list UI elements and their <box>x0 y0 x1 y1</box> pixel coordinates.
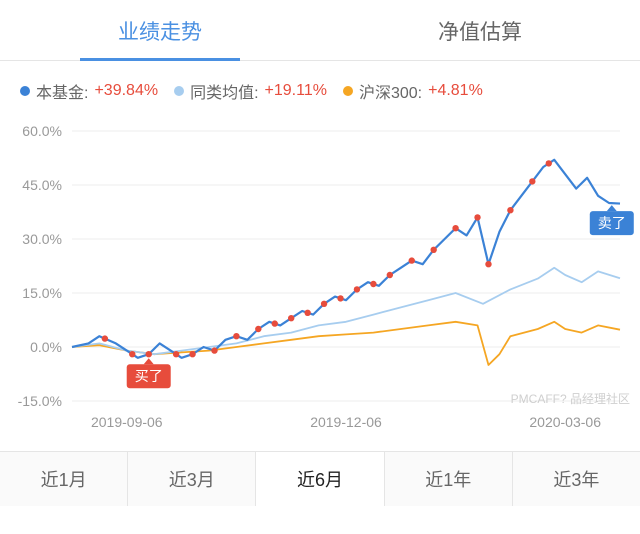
trade-dot-icon <box>173 351 179 357</box>
svg-text:2019-09-06: 2019-09-06 <box>91 414 163 430</box>
svg-text:-15.0%: -15.0% <box>18 393 62 409</box>
performance-chart: -15.0% 0.0% 15.0% 30.0% 45.0% 60.0% 2019-09-06… <box>0 111 640 451</box>
range-tab-1[interactable]: 近3月 <box>128 452 256 506</box>
legend-value: +4.81% <box>428 82 483 100</box>
trade-dot-icon <box>304 310 310 316</box>
legend-item-fund: 本基金: +39.84% <box>20 79 158 103</box>
trade-dot-icon <box>321 301 327 307</box>
legend-dot-icon <box>343 86 353 96</box>
range-tab-0[interactable]: 近1月 <box>0 452 128 506</box>
svg-text:15.0%: 15.0% <box>22 285 62 301</box>
trade-dot-icon <box>255 326 261 332</box>
trade-dot-icon <box>189 351 195 357</box>
trade-dot-icon <box>288 315 294 321</box>
trade-dot-icon <box>409 257 415 263</box>
svg-text:30.0%: 30.0% <box>22 231 62 247</box>
svg-text:45.0%: 45.0% <box>22 177 62 193</box>
legend-item-hs300: 沪深300: +4.81% <box>343 79 483 103</box>
tab-top-1[interactable]: 净值估算 <box>320 0 640 60</box>
trade-dot-icon <box>485 261 491 267</box>
svg-text:2019-12-06: 2019-12-06 <box>310 414 382 430</box>
trade-dot-icon <box>211 347 217 353</box>
tabs-bottom: 近1月近3月近6月近1年近3年 <box>0 451 640 506</box>
svg-text:买了: 买了 <box>135 368 163 384</box>
range-tab-4[interactable]: 近3年 <box>513 452 640 506</box>
legend-label: 同类均值: <box>190 79 258 103</box>
trade-dot-icon <box>129 351 135 357</box>
buy-marker: 买了 <box>127 358 171 388</box>
line-peer <box>72 268 620 354</box>
svg-text:0.0%: 0.0% <box>30 339 62 355</box>
range-tab-2[interactable]: 近6月 <box>256 452 384 506</box>
legend-item-peer: 同类均值: +19.11% <box>174 79 327 103</box>
trade-dot-icon <box>354 286 360 292</box>
legend-dot-icon <box>174 86 184 96</box>
svg-text:卖了: 卖了 <box>598 215 626 231</box>
legend-value: +39.84% <box>94 82 158 100</box>
sell-marker: 卖了 <box>590 205 634 235</box>
svg-text:2020-03-06: 2020-03-06 <box>529 414 601 430</box>
tab-top-0[interactable]: 业绩走势 <box>0 0 320 60</box>
tabs-top: 业绩走势净值估算 <box>0 0 640 61</box>
trade-dot-icon <box>529 178 535 184</box>
trade-dot-icon <box>272 320 278 326</box>
trade-dot-icon <box>102 335 108 341</box>
trade-dot-icon <box>430 247 436 253</box>
trade-dot-icon <box>387 272 393 278</box>
trade-dot-icon <box>474 214 480 220</box>
line-hs300 <box>72 322 620 365</box>
trade-dot-icon <box>452 225 458 231</box>
trade-dot-icon <box>146 351 152 357</box>
legend-label: 沪深300: <box>359 79 422 103</box>
legend-dot-icon <box>20 86 30 96</box>
trade-dot-icon <box>233 333 239 339</box>
legend: 本基金: +39.84% 同类均值: +19.11% 沪深300: +4.81% <box>0 61 640 111</box>
trade-dot-icon <box>370 281 376 287</box>
chart-area: -15.0% 0.0% 15.0% 30.0% 45.0% 60.0% 2019-09-06… <box>0 111 640 451</box>
trade-dot-icon <box>546 160 552 166</box>
svg-text:60.0%: 60.0% <box>22 123 62 139</box>
legend-value: +19.11% <box>265 82 327 100</box>
trade-dot-icon <box>337 295 343 301</box>
legend-label: 本基金: <box>36 79 88 103</box>
trade-dot-icon <box>507 207 513 213</box>
range-tab-3[interactable]: 近1年 <box>385 452 513 506</box>
